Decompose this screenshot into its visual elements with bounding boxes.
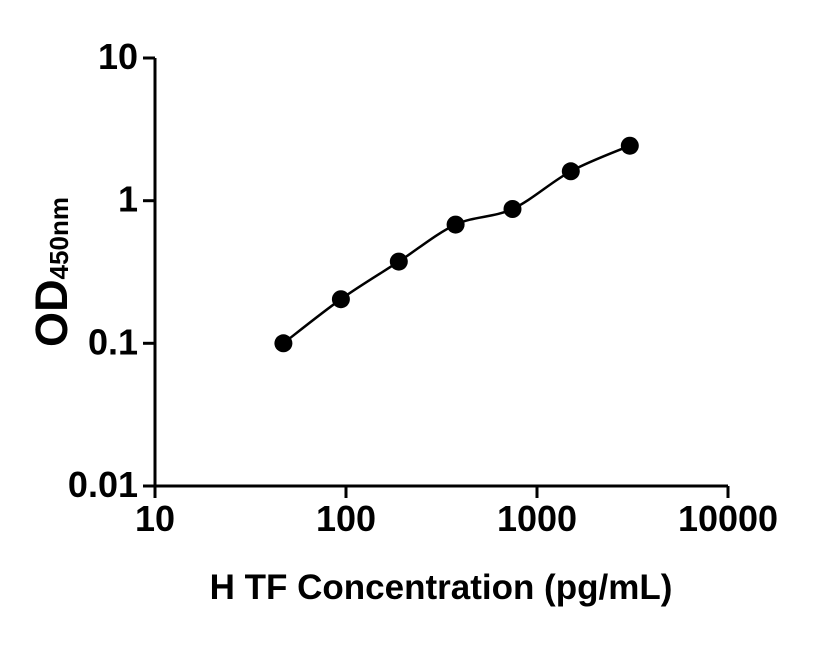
svg-text:100: 100	[316, 498, 376, 539]
svg-text:0.1: 0.1	[88, 321, 138, 362]
svg-text:1: 1	[118, 179, 138, 220]
svg-text:10: 10	[98, 36, 138, 77]
svg-text:10000: 10000	[678, 498, 778, 539]
svg-text:H TF Concentration (pg/mL): H TF Concentration (pg/mL)	[210, 568, 673, 607]
svg-text:0.01: 0.01	[68, 464, 138, 505]
svg-text:OD450nm: OD450nm	[26, 197, 77, 347]
svg-text:1000: 1000	[497, 498, 577, 539]
svg-text:10: 10	[135, 498, 175, 539]
